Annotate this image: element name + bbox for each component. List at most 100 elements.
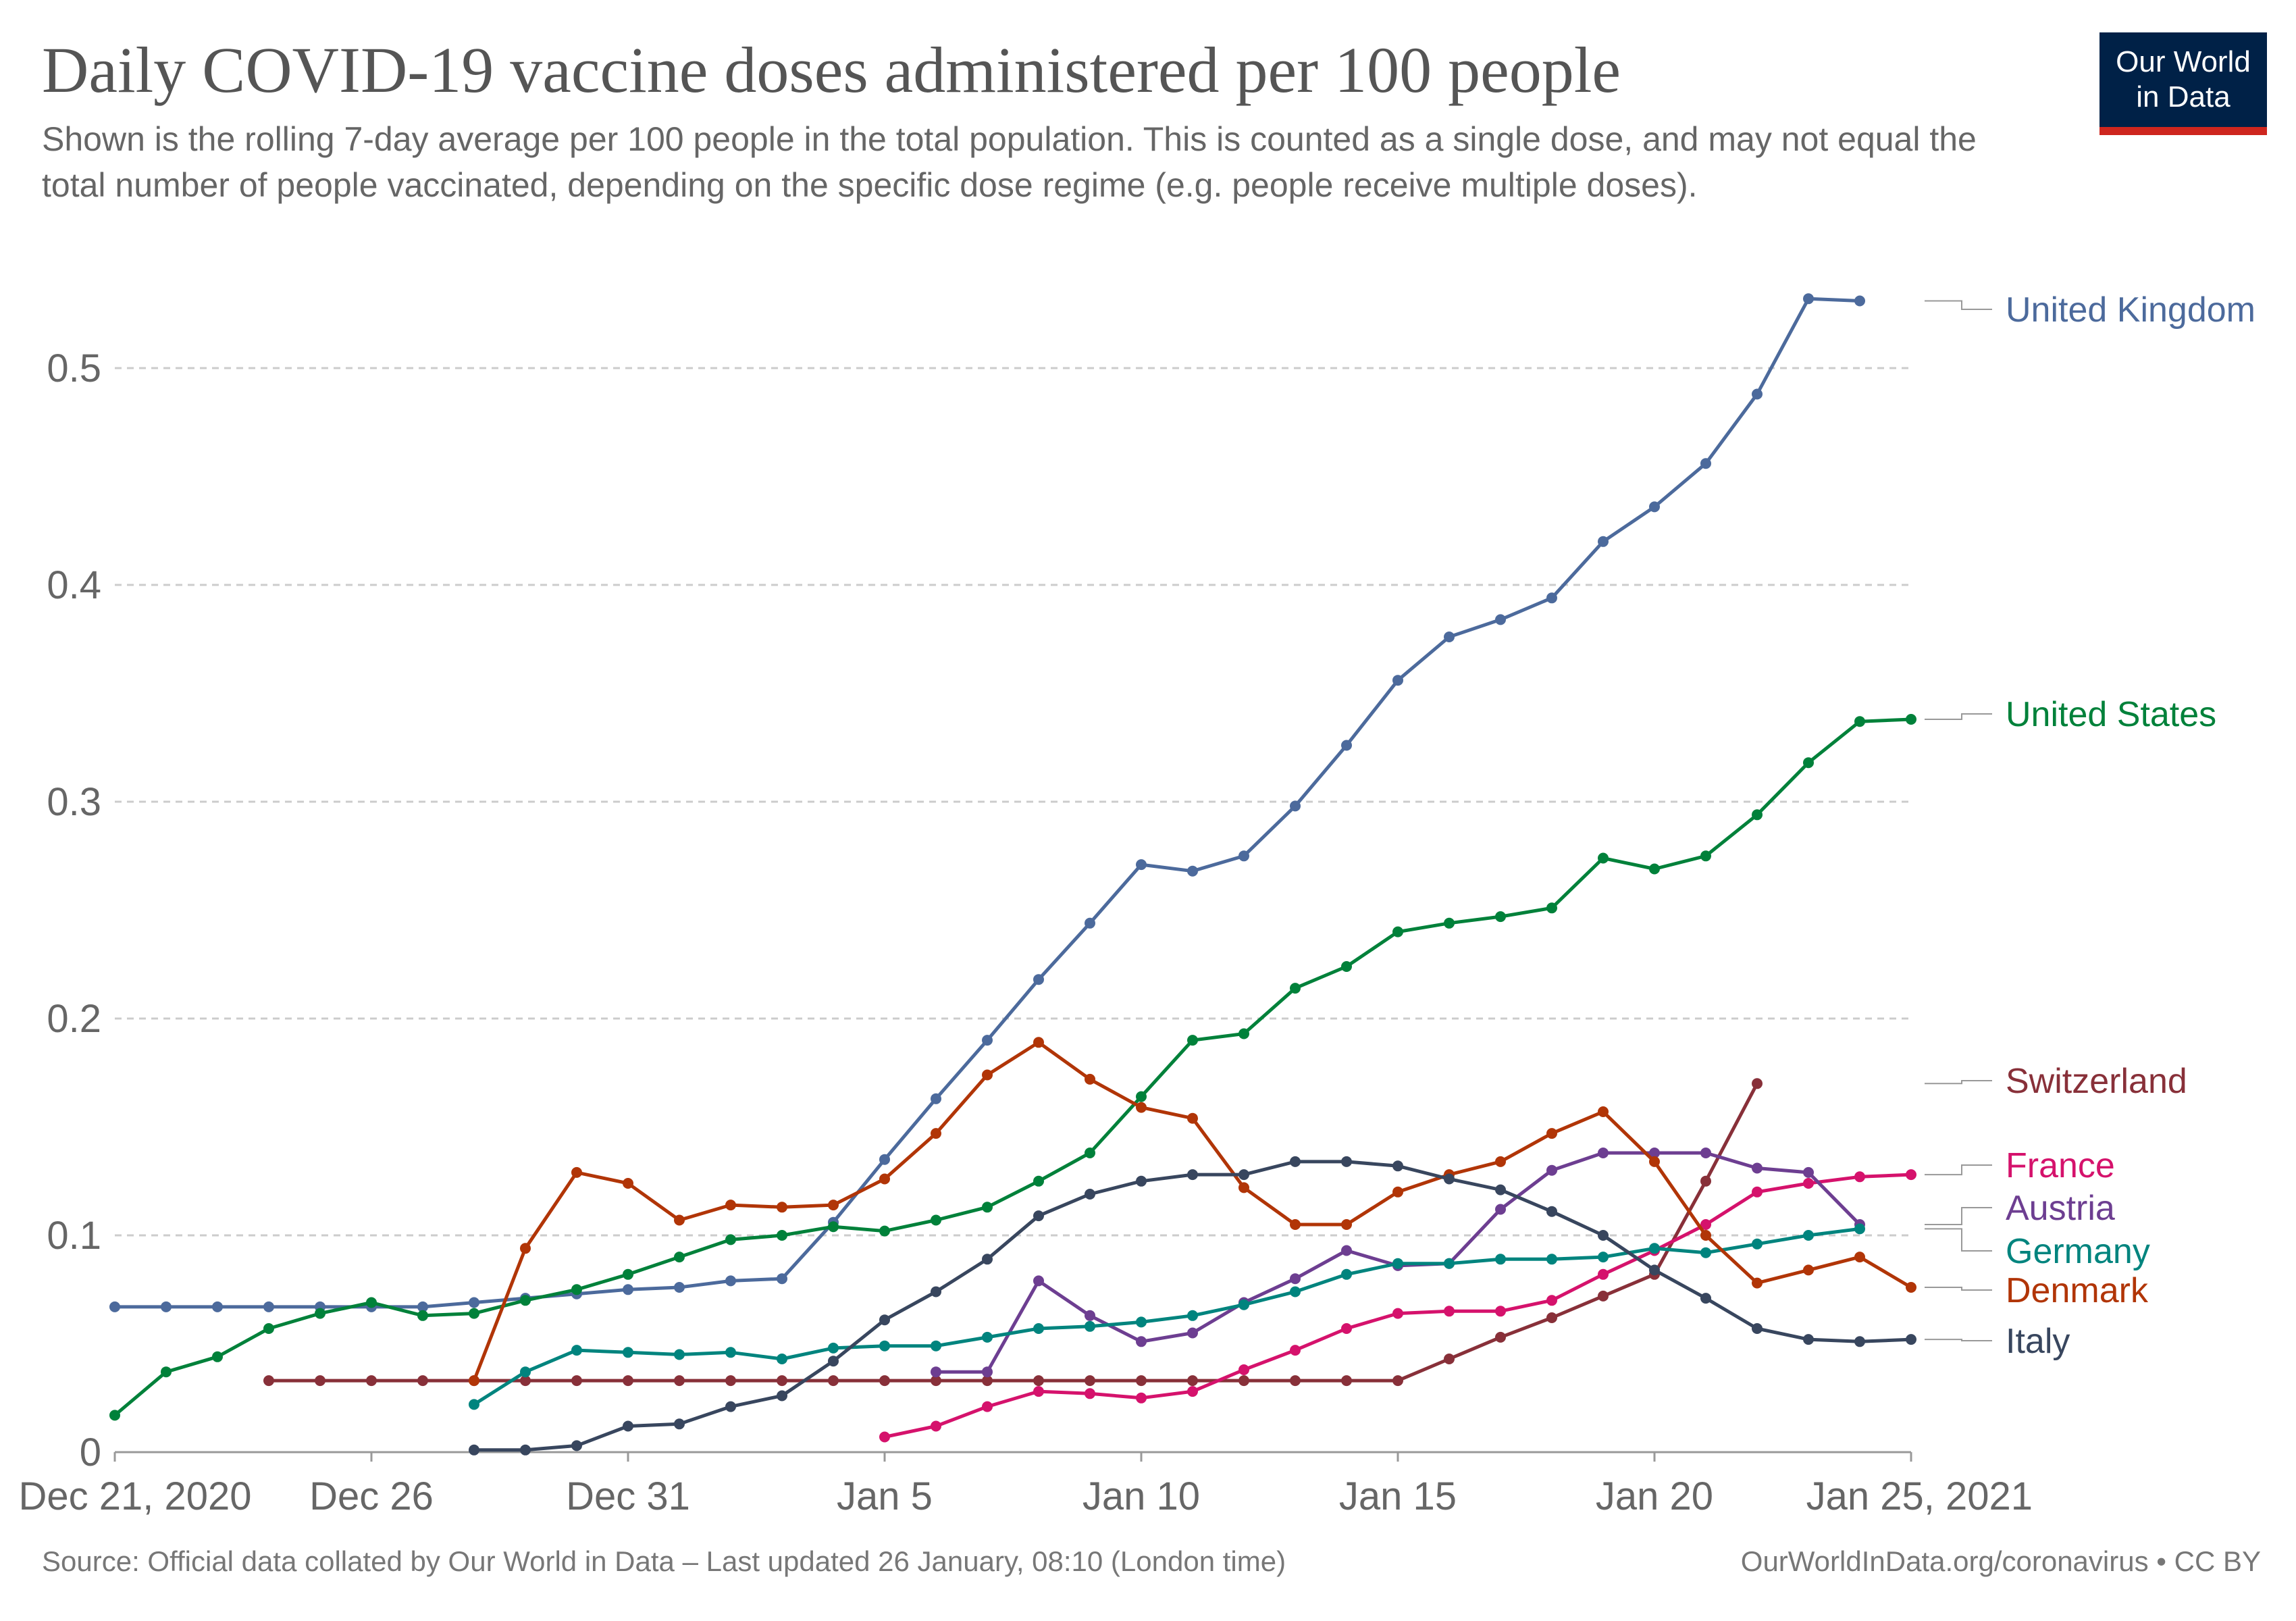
data-point[interactable] [1187, 1112, 1198, 1124]
data-point[interactable] [982, 1366, 993, 1378]
data-point[interactable] [1495, 1331, 1506, 1343]
data-point[interactable] [1598, 852, 1609, 864]
data-point[interactable] [725, 1234, 736, 1245]
data-point[interactable] [469, 1444, 479, 1456]
data-point[interactable] [1136, 1375, 1147, 1387]
data-point[interactable] [1495, 1156, 1506, 1167]
data-point[interactable] [1752, 1162, 1763, 1174]
data-point[interactable] [1136, 1091, 1147, 1102]
data-point[interactable] [571, 1375, 582, 1387]
data-point[interactable] [982, 1375, 993, 1387]
data-point[interactable] [366, 1375, 377, 1387]
data-point[interactable] [1290, 1375, 1301, 1387]
data-point[interactable] [1290, 1273, 1301, 1285]
data-point[interactable] [623, 1420, 633, 1432]
legend-label[interactable]: United Kingdom [2006, 290, 2255, 330]
data-point[interactable] [315, 1308, 325, 1319]
data-point[interactable] [1341, 1268, 1352, 1280]
data-point[interactable] [1392, 1258, 1403, 1269]
data-point[interactable] [1238, 1375, 1249, 1387]
data-point[interactable] [1290, 1345, 1301, 1356]
data-point[interactable] [674, 1375, 685, 1387]
data-point[interactable] [1649, 1148, 1660, 1158]
data-point[interactable] [1495, 1184, 1506, 1195]
data-point[interactable] [1700, 1219, 1711, 1230]
data-point[interactable] [623, 1284, 633, 1295]
data-point[interactable] [1803, 1264, 1814, 1276]
legend-label[interactable]: Switzerland [2006, 1062, 2187, 1101]
data-point[interactable] [879, 1340, 890, 1352]
data-point[interactable] [1341, 1245, 1352, 1256]
data-point[interactable] [1290, 800, 1301, 812]
data-point[interactable] [161, 1366, 172, 1378]
data-point[interactable] [1187, 1310, 1198, 1321]
data-point[interactable] [1444, 1173, 1455, 1185]
data-point[interactable] [1700, 1293, 1711, 1304]
data-point[interactable] [1085, 1375, 1095, 1387]
data-point[interactable] [1803, 1230, 1814, 1241]
data-point[interactable] [1854, 1336, 1865, 1347]
data-point[interactable] [1546, 1254, 1557, 1265]
data-point[interactable] [1033, 1275, 1044, 1287]
data-point[interactable] [931, 1286, 941, 1297]
legend-label[interactable]: Italy [2006, 1322, 2070, 1361]
data-point[interactable] [982, 1331, 993, 1343]
legend-label[interactable]: Austria [2006, 1189, 2115, 1228]
data-point[interactable] [1546, 1206, 1557, 1217]
data-point[interactable] [1136, 1316, 1147, 1328]
data-point[interactable] [1854, 1171, 1865, 1183]
data-point[interactable] [1085, 1388, 1095, 1399]
data-point[interactable] [1444, 917, 1455, 929]
data-point[interactable] [1752, 1186, 1763, 1198]
data-point[interactable] [109, 1301, 120, 1312]
data-point[interactable] [982, 1202, 993, 1213]
data-point[interactable] [1495, 911, 1506, 923]
data-point[interactable] [1290, 983, 1301, 994]
data-point[interactable] [1136, 1102, 1147, 1113]
data-point[interactable] [1752, 1078, 1763, 1089]
legend-label[interactable]: Germany [2006, 1232, 2150, 1271]
legend-label[interactable]: Denmark [2006, 1271, 2149, 1310]
data-point[interactable] [623, 1178, 633, 1189]
data-point[interactable] [931, 1214, 941, 1226]
data-point[interactable] [1392, 1308, 1403, 1319]
data-point[interactable] [571, 1345, 582, 1356]
data-point[interactable] [1238, 1364, 1249, 1375]
data-point[interactable] [623, 1375, 633, 1387]
data-point[interactable] [1495, 1204, 1506, 1215]
data-point[interactable] [520, 1444, 531, 1456]
data-point[interactable] [571, 1166, 582, 1178]
data-point[interactable] [1238, 1299, 1249, 1310]
data-point[interactable] [777, 1354, 787, 1364]
data-point[interactable] [1752, 1277, 1763, 1289]
data-point[interactable] [1598, 536, 1609, 547]
data-point[interactable] [1700, 1247, 1711, 1258]
data-point[interactable] [1598, 1148, 1609, 1158]
data-point[interactable] [1033, 1375, 1044, 1387]
data-point[interactable] [1290, 1286, 1301, 1297]
data-point[interactable] [879, 1314, 890, 1326]
data-point[interactable] [1187, 865, 1198, 877]
data-point[interactable] [1341, 961, 1352, 972]
data-point[interactable] [1649, 863, 1660, 875]
data-point[interactable] [777, 1375, 787, 1387]
data-point[interactable] [777, 1202, 787, 1213]
data-point[interactable] [777, 1390, 787, 1401]
data-point[interactable] [366, 1297, 377, 1308]
data-point[interactable] [931, 1420, 941, 1432]
data-point[interactable] [263, 1301, 274, 1312]
data-point[interactable] [1392, 1160, 1403, 1172]
data-point[interactable] [1700, 1148, 1711, 1158]
data-point[interactable] [725, 1200, 736, 1211]
data-point[interactable] [982, 1254, 993, 1265]
data-point[interactable] [1392, 1375, 1403, 1387]
data-point[interactable] [674, 1252, 685, 1263]
data-point[interactable] [212, 1301, 223, 1312]
data-point[interactable] [315, 1375, 325, 1387]
data-point[interactable] [520, 1295, 531, 1306]
data-point[interactable] [1854, 1223, 1865, 1235]
data-point[interactable] [1854, 716, 1865, 727]
data-point[interactable] [1187, 1035, 1198, 1046]
data-point[interactable] [263, 1375, 274, 1387]
data-point[interactable] [623, 1347, 633, 1358]
